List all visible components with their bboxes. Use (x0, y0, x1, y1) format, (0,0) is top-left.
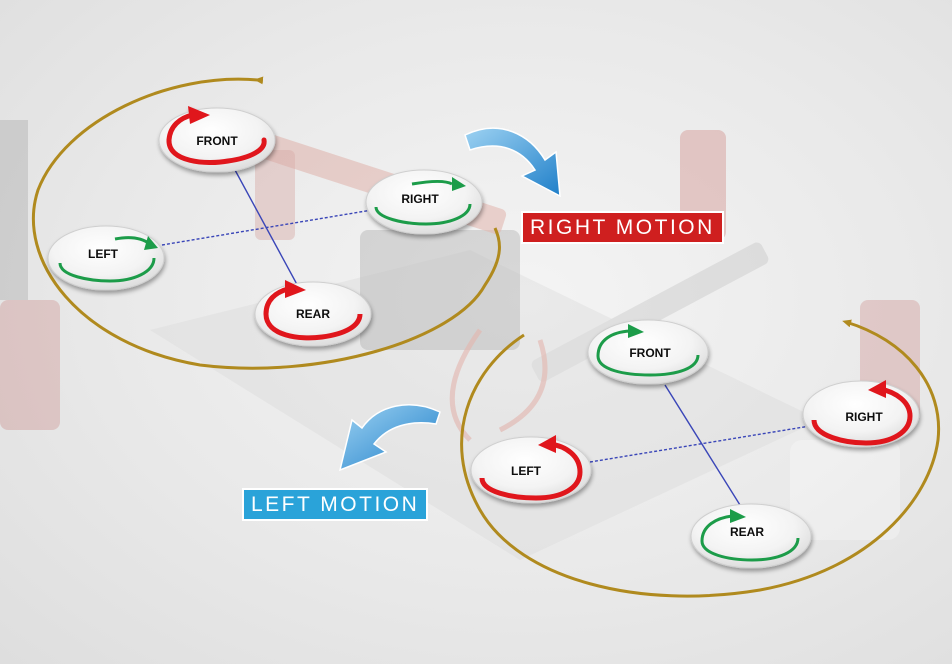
yaw-orbit-arrow (460, 319, 941, 598)
motor-right: RIGHT (365, 169, 483, 235)
yaw-orbit-arrow (32, 76, 501, 370)
motor-right-label: RIGHT (845, 410, 883, 424)
rotation-arrow-icon (374, 203, 472, 226)
motor-left-label: LEFT (511, 464, 542, 478)
motor-right: RIGHT (802, 380, 920, 448)
axis-line-left-right (161, 209, 373, 246)
rotation-arrow-icon (166, 137, 267, 165)
motor-rear: REAR (254, 280, 372, 347)
rotation-arrow-icon (58, 257, 156, 283)
rotation-arrow-icon (596, 354, 700, 377)
motor-front: FRONT (158, 106, 276, 173)
motion-direction-arrow (338, 404, 441, 472)
motor-left: LEFT (470, 435, 592, 504)
rotation-arrow-icon (479, 441, 583, 501)
left-motion-label: LEFT MOTION (242, 488, 429, 521)
right-motion-diagram: FRONT RIGHT LEFT REAR (32, 76, 561, 370)
motor-rear: REAR (690, 503, 812, 569)
motor-rear-label: REAR (730, 525, 764, 539)
motion-direction-arrow (464, 127, 561, 198)
rotation-arrow-icon (811, 386, 913, 446)
axis-line-front-rear (234, 169, 301, 291)
motor-front-label: FRONT (196, 134, 238, 148)
axis-line-front-rear (664, 384, 741, 506)
rotation-arrow-icon (263, 313, 363, 341)
rotation-arrow-icon (700, 537, 800, 562)
motor-left-label: LEFT (88, 247, 119, 261)
motor-front-label: FRONT (629, 346, 671, 360)
motor-rear-label: REAR (296, 307, 330, 321)
right-motion-label: RIGHT MOTION (521, 211, 724, 244)
motor-left: LEFT (47, 225, 165, 291)
motor-front: FRONT (587, 319, 709, 385)
motor-right-label: RIGHT (401, 192, 439, 206)
left-motion-diagram: FRONT RIGHT LEFT REAR (338, 319, 941, 598)
rotation-arrow-icon (166, 112, 193, 141)
axis-line-left-right (589, 425, 811, 463)
